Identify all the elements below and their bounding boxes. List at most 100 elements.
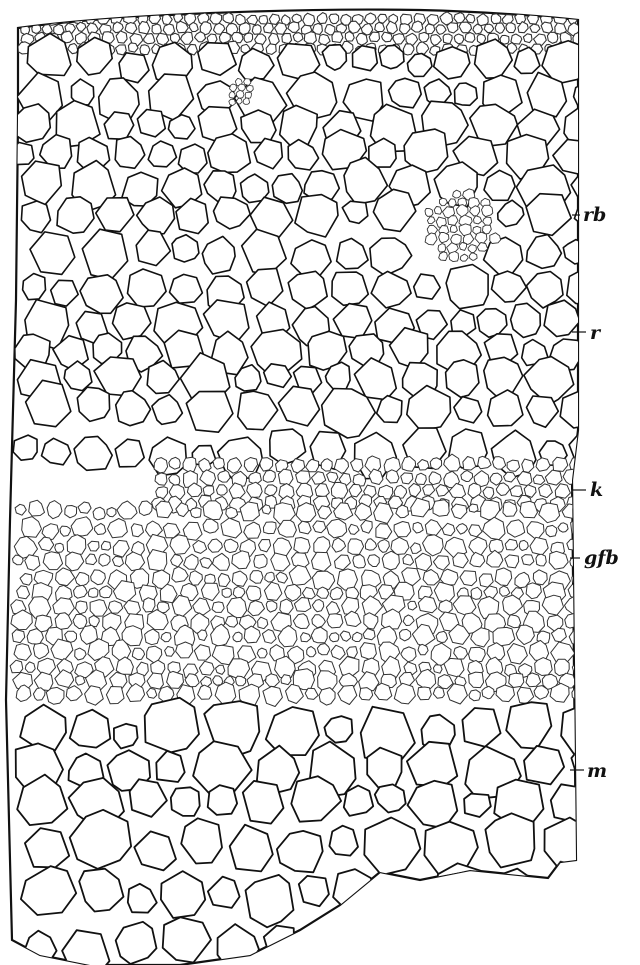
- cell: [249, 570, 264, 584]
- cell: [363, 816, 422, 876]
- cell: [262, 521, 277, 535]
- cell: [326, 613, 344, 629]
- cell: [186, 482, 203, 498]
- cell: [314, 483, 330, 498]
- cell: [235, 675, 247, 687]
- cell: [21, 516, 42, 538]
- cell: [483, 585, 498, 599]
- cell: [482, 516, 506, 541]
- cell: [523, 484, 537, 498]
- cell: [297, 875, 330, 908]
- cell: [481, 685, 495, 700]
- cell: [210, 623, 231, 647]
- cell: [269, 428, 307, 466]
- cell: [494, 22, 506, 34]
- cell: [486, 549, 504, 568]
- cell: [202, 485, 215, 497]
- cell: [505, 701, 553, 750]
- cell: [352, 554, 366, 569]
- cell: [452, 552, 469, 569]
- cell: [320, 458, 333, 472]
- cell: [533, 685, 550, 700]
- cell: [262, 685, 283, 707]
- cell: [459, 570, 478, 587]
- cell: [504, 554, 520, 569]
- cell: [370, 270, 412, 309]
- cell: [212, 457, 225, 470]
- cell: [280, 14, 291, 26]
- cell: [68, 808, 132, 870]
- cell: [484, 812, 536, 869]
- cell: [321, 43, 348, 71]
- cell: [328, 824, 359, 857]
- cell: [325, 601, 341, 616]
- cell: [468, 689, 481, 702]
- cell: [185, 390, 234, 433]
- cell: [535, 553, 547, 567]
- cell: [94, 522, 107, 535]
- cell: [276, 830, 324, 874]
- cell: [348, 483, 363, 498]
- cell: [387, 77, 422, 109]
- cell: [153, 457, 169, 474]
- cell: [126, 268, 167, 308]
- cell: [243, 457, 259, 473]
- cell: [280, 674, 292, 686]
- cell: [65, 551, 85, 572]
- cortex-cells: [10, 32, 578, 480]
- cell: [330, 481, 349, 500]
- cell: [212, 552, 230, 571]
- cell: [566, 269, 578, 307]
- cell: [412, 521, 424, 534]
- cell: [29, 231, 76, 276]
- label-ticks: [570, 214, 586, 771]
- cell: [385, 469, 400, 484]
- cell: [428, 471, 442, 486]
- cell: [523, 745, 565, 786]
- cell: [228, 823, 274, 873]
- cell: [89, 599, 108, 617]
- cortical-bundle: [424, 188, 502, 263]
- cell: [344, 30, 355, 42]
- cell: [552, 138, 578, 175]
- cell: [509, 302, 542, 339]
- cell: [577, 13, 578, 25]
- cell: [258, 539, 272, 553]
- cell: [417, 459, 430, 471]
- cell: [275, 571, 289, 584]
- cell: [24, 661, 36, 673]
- cell: [538, 502, 561, 524]
- cell: [310, 626, 328, 644]
- cell: [261, 504, 272, 515]
- cell: [541, 39, 578, 85]
- cell: [482, 486, 495, 500]
- cell: [393, 484, 408, 499]
- cell: [223, 538, 239, 554]
- cell: [167, 113, 196, 140]
- cell: [20, 865, 78, 916]
- cell: [114, 438, 145, 468]
- cell: [207, 538, 223, 553]
- cell: [169, 786, 201, 817]
- cell: [264, 484, 278, 497]
- cell: [9, 659, 24, 674]
- cell: [202, 500, 224, 521]
- cell: [525, 192, 572, 237]
- cell: [209, 12, 223, 25]
- cell: [253, 137, 284, 170]
- cell: [243, 32, 254, 44]
- cell: [330, 644, 346, 661]
- cell: [177, 143, 208, 174]
- cell: [552, 456, 569, 472]
- cell: [217, 470, 231, 483]
- cell: [171, 233, 200, 263]
- cell: [175, 502, 189, 518]
- cell: [572, 31, 578, 45]
- cell: [211, 601, 225, 613]
- cell: [201, 235, 236, 275]
- cell: [287, 270, 328, 311]
- cell: [368, 468, 384, 485]
- cell: [112, 539, 130, 558]
- cell: [10, 141, 35, 166]
- cell: [197, 684, 213, 700]
